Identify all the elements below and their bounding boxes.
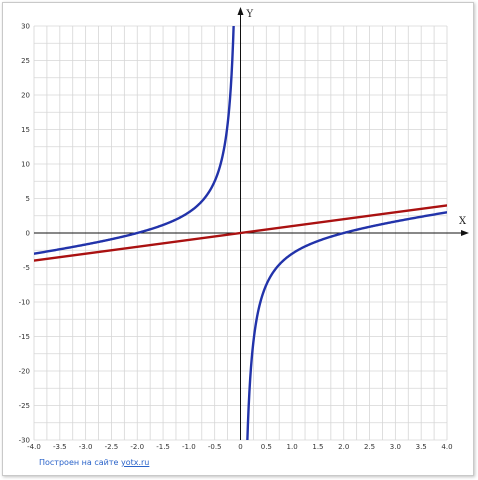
- y-axis-arrow-icon: [237, 7, 244, 15]
- x-tick-label: -0.5: [208, 443, 222, 451]
- x-tick-label: 1.0: [287, 443, 298, 451]
- x-tick-label: -1.5: [156, 443, 170, 451]
- y-tick-label: 0: [26, 230, 30, 238]
- x-tick-label: 2.5: [364, 443, 375, 451]
- x-tick-label: 0.5: [261, 443, 272, 451]
- x-tick-label: -4.0: [27, 443, 41, 451]
- y-tick-label: -10: [19, 299, 30, 307]
- x-tick-label: -3.5: [53, 443, 67, 451]
- function-plot: X Y -4.0 -3.5 -3.0 -2.5 -2.0 -1.5 -1.0 -0.5 0 0.5 1.…: [19, 7, 469, 451]
- x-tick-label: 3.5: [416, 443, 427, 451]
- y-tick-label: 5: [26, 195, 30, 203]
- x-tick-label: 3.0: [390, 443, 401, 451]
- x-tick-label: -2.0: [130, 443, 144, 451]
- y-axis-label: Y: [246, 9, 254, 20]
- red-line: [34, 204, 447, 262]
- x-axis-label: X: [459, 216, 467, 227]
- x-tick-label: -1.0: [182, 443, 196, 451]
- y-tick-label: 15: [21, 126, 30, 134]
- y-tick-label: -5: [23, 264, 30, 272]
- blue-curve-branch-right: [246, 211, 447, 440]
- x-tick-label: -3.0: [79, 443, 93, 451]
- x-tick-label: -2.5: [105, 443, 119, 451]
- site-credit: Построен на сайте yotx.ru: [39, 458, 149, 467]
- y-tick-label: 25: [21, 57, 30, 65]
- credit-text: Построен на сайте: [39, 458, 119, 467]
- x-tick-label: 0: [238, 443, 242, 451]
- site-link[interactable]: yotx.ru: [120, 458, 150, 467]
- y-tick-label: -15: [19, 333, 30, 341]
- y-tick-label: -30: [19, 437, 30, 445]
- axes: [34, 7, 469, 440]
- tick-labels: X Y -4.0 -3.5 -3.0 -2.5 -2.0 -1.5 -1.0 -0.5 0 0.5 1.…: [19, 9, 467, 451]
- y-tick-label: 10: [21, 161, 30, 169]
- y-tick-label: 30: [21, 23, 30, 31]
- y-tick-label: 20: [21, 92, 30, 100]
- y-tick-label: -25: [19, 402, 30, 410]
- blue-curve-branch-left: [34, 26, 235, 255]
- x-tick-label: 2.0: [338, 443, 349, 451]
- x-tick-label: 4.0: [441, 443, 452, 451]
- y-tick-label: -20: [19, 368, 30, 376]
- x-tick-label: 1.5: [312, 443, 323, 451]
- x-axis-arrow-icon: [461, 230, 469, 236]
- series: [34, 26, 447, 440]
- chart-frame: X Y -4.0 -3.5 -3.0 -2.5 -2.0 -1.5 -1.0 -0.5 0 0.5 1.…: [2, 2, 474, 476]
